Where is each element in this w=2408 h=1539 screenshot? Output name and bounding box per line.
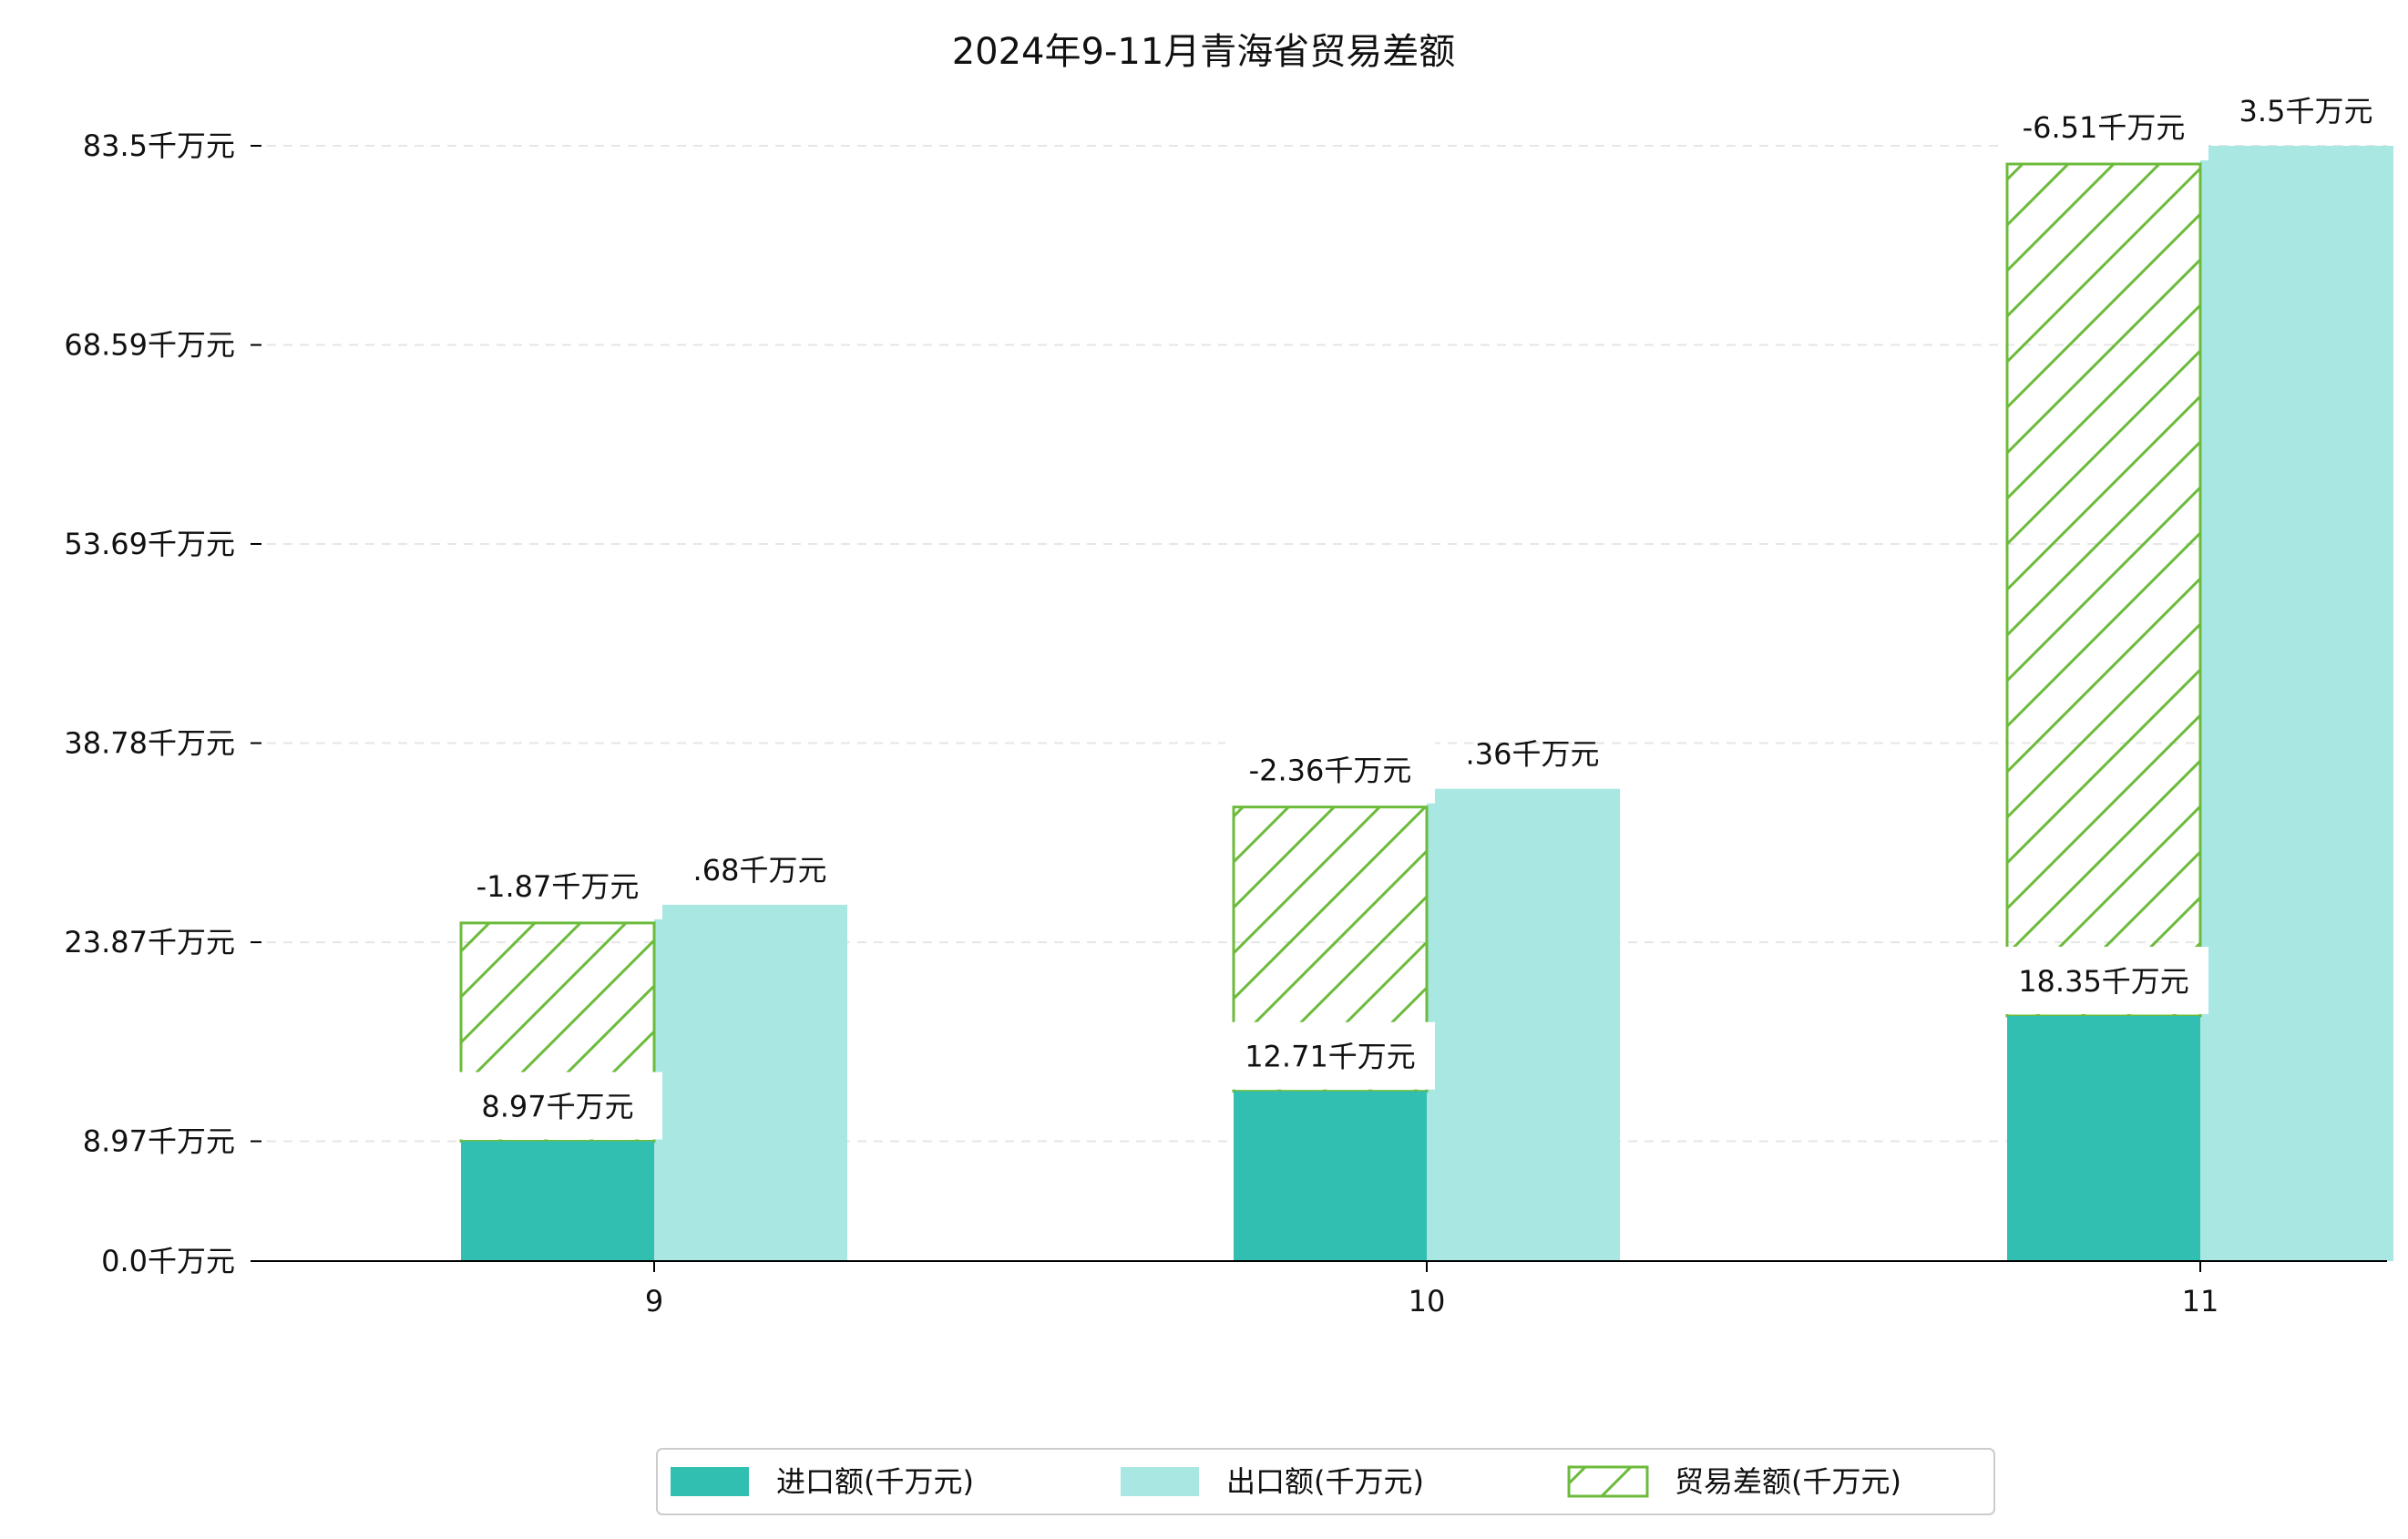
label-balance: -2.36千万元 xyxy=(1225,735,1435,804)
label-import-bg xyxy=(1999,947,2208,1015)
bar-export xyxy=(1427,788,1620,1261)
label-export: .68千万元 xyxy=(693,853,827,887)
bar-export xyxy=(654,904,847,1261)
y-tick-label: 38.78千万元 xyxy=(64,726,235,761)
bar-import xyxy=(2007,1016,2200,1261)
label-import-bg xyxy=(453,1072,662,1140)
y-tick-label: 53.69千万元 xyxy=(64,527,235,561)
legend-label-import: 进口额(千万元) xyxy=(776,1464,974,1499)
label-balance-text: -1.87千万元 xyxy=(476,869,640,904)
x-tick-label: 11 xyxy=(2182,1284,2219,1318)
bar-import xyxy=(1234,1091,1427,1261)
label-import-text: 12.71千万元 xyxy=(1245,1040,1416,1074)
legend-label-export: 出口额(千万元) xyxy=(1226,1464,1424,1499)
chart-title: 2024年9-11月青海省贸易差额 xyxy=(952,31,1456,73)
label-export: .36千万元 xyxy=(1466,737,1600,772)
y-axis: 0.0千万元 8.97千万元 23.87千万元 38.78千万元 53.69千万元 68.… xyxy=(64,128,261,1278)
y-tick-label: 23.87千万元 xyxy=(64,925,235,959)
label-export-text: 3.5千万元 xyxy=(2239,94,2373,128)
label-balance: -1.87千万元 xyxy=(453,851,662,919)
y-tick-label: 0.0千万元 xyxy=(101,1244,235,1278)
legend-swatch-import xyxy=(671,1467,749,1496)
label-import: 18.35千万元 xyxy=(1999,947,2208,1015)
label-balance: -6.51千万元 xyxy=(1999,93,2208,160)
label-export-text: .68千万元 xyxy=(693,853,827,887)
label-export-text: .36千万元 xyxy=(1466,737,1600,772)
bar-export xyxy=(2200,146,2393,1261)
x-tick-label: 10 xyxy=(1409,1284,1446,1318)
bar-balance xyxy=(2005,162,2202,1018)
label-balance-text: -6.51千万元 xyxy=(2023,110,2186,145)
data-labels: .68千万元 -1.87千万元 8.97千万元 .36千万元 -2.36千万元 12.71… xyxy=(453,93,2372,1140)
legend-label-balance: 贸易差额(千万元) xyxy=(1675,1464,1901,1499)
label-import: 12.71千万元 xyxy=(1225,1021,1435,1090)
label-import-text: 8.97千万元 xyxy=(481,1090,633,1124)
label-balance-bg xyxy=(1225,735,1435,804)
y-tick-label: 8.97千万元 xyxy=(83,1124,235,1159)
bars xyxy=(459,146,2393,1261)
label-balance-bg xyxy=(1999,93,2208,160)
y-tick-label: 83.5千万元 xyxy=(83,128,235,163)
label-balance-text: -2.36千万元 xyxy=(1249,754,1412,788)
label-import-bg xyxy=(1225,1021,1435,1090)
legend-swatch-export xyxy=(1121,1467,1199,1496)
x-tick-label: 9 xyxy=(645,1284,663,1318)
label-import-text: 18.35千万元 xyxy=(2018,964,2189,999)
legend: 进口额(千万元) 出口额(千万元) 贸易差额(千万元) xyxy=(656,1448,1995,1515)
legend-swatch-balance xyxy=(1567,1465,1649,1498)
label-import: 8.97千万元 xyxy=(453,1072,662,1140)
label-export: 3.5千万元 xyxy=(2239,94,2373,128)
x-axis: 9 10 11 xyxy=(645,1261,2219,1318)
bar-import xyxy=(461,1141,654,1261)
legend-box xyxy=(656,1448,1995,1515)
y-tick-label: 68.59千万元 xyxy=(64,328,235,363)
label-balance-bg xyxy=(453,851,662,919)
